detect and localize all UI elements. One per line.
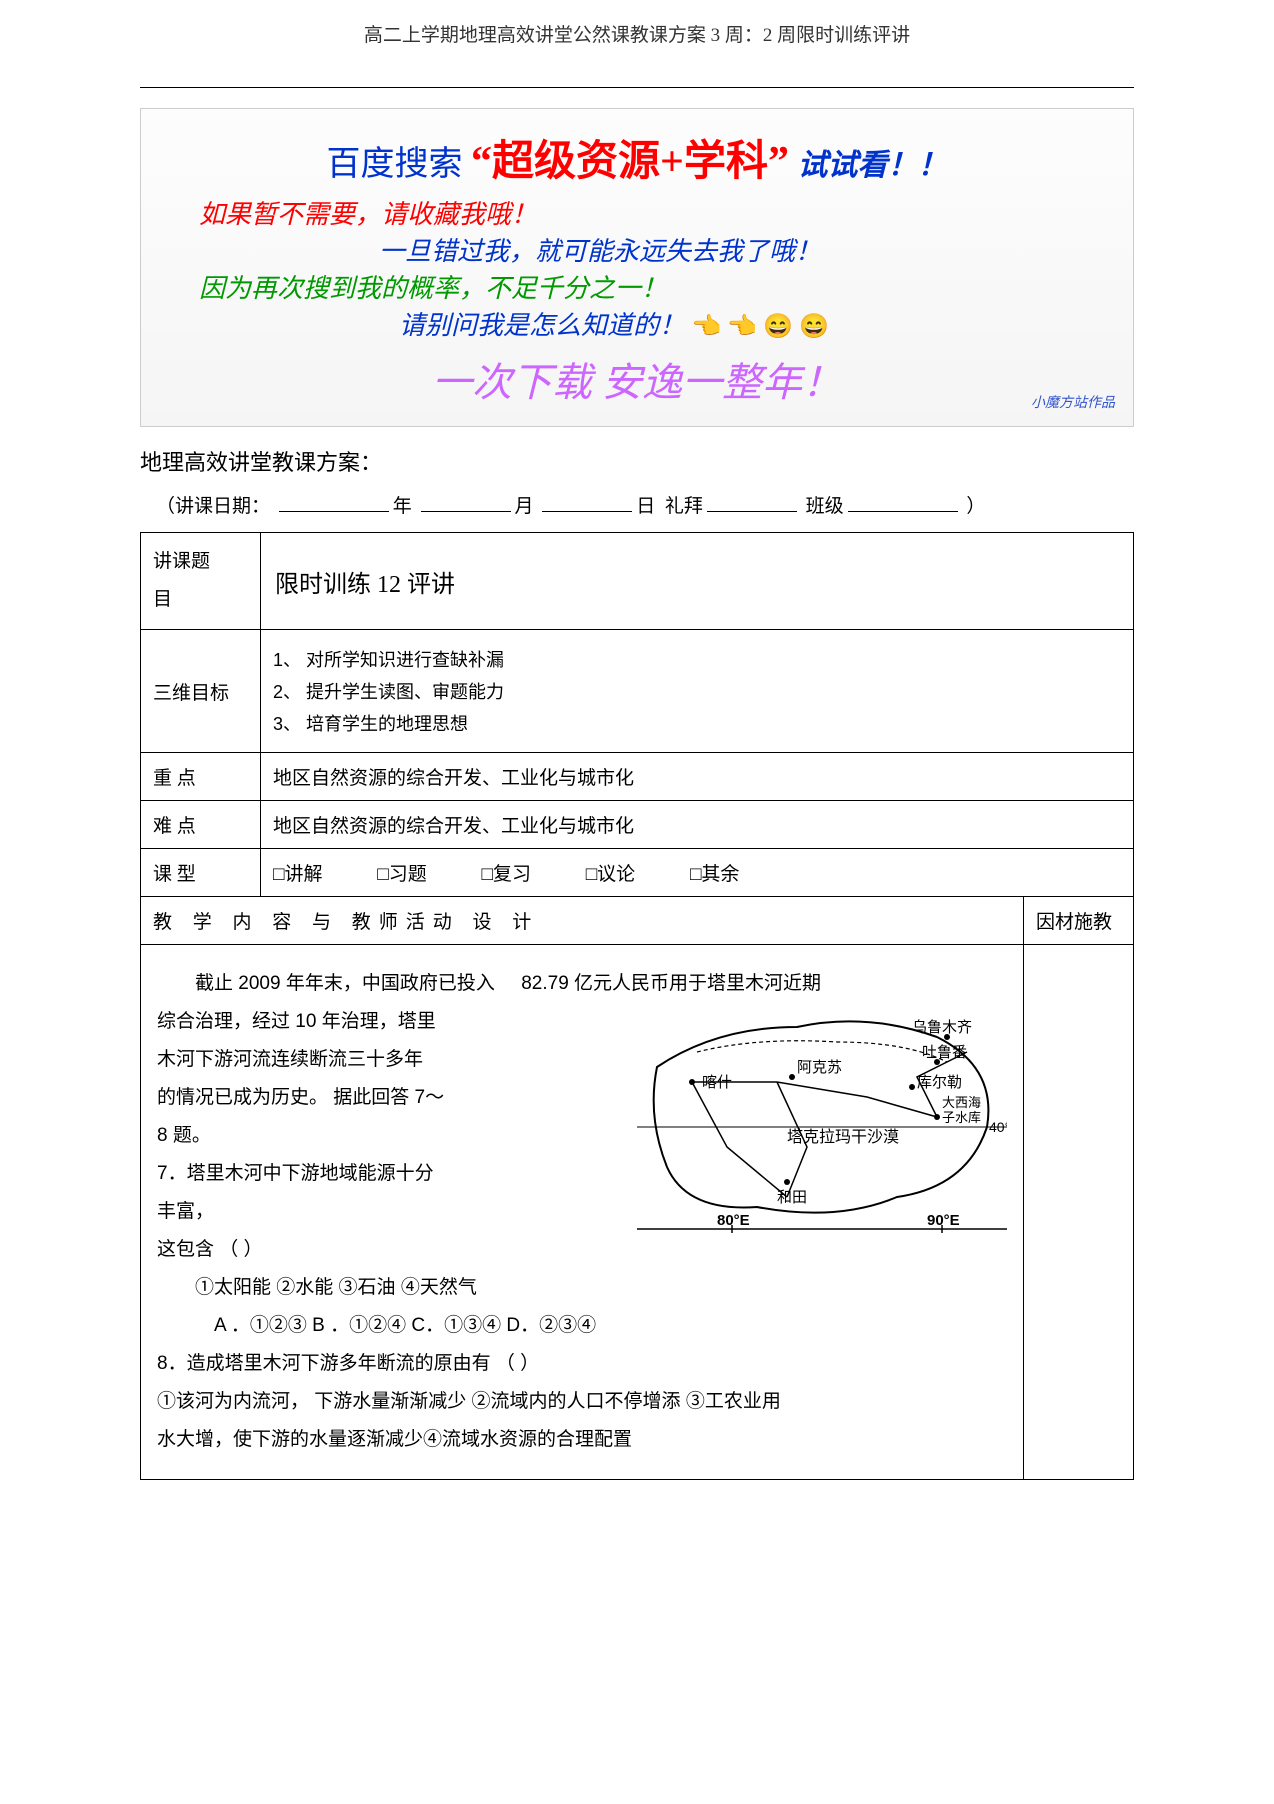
type-option[interactable]: □其余 — [690, 859, 739, 886]
label: ） — [966, 496, 985, 517]
section-title: 地理高效讲堂教课方案： — [140, 445, 1134, 477]
side-cell — [1024, 945, 1134, 1480]
diff-value: 地区自然资源的综合开发、工业化与城市化 — [261, 801, 1134, 849]
blank-week[interactable] — [707, 493, 797, 512]
lesson-plan-table: 讲课题目 限时训练 12 评讲 三维目标 1、 对所学知识进行查缺补漏 2、 提… — [140, 532, 1134, 1480]
svg-text:子水库: 子水库 — [942, 1110, 981, 1125]
goal-item: 3、 培育学生的地理思想 — [273, 710, 1121, 736]
text: 82.79 亿元人民币用于塔里木河近期 — [521, 973, 821, 994]
blank-class[interactable] — [848, 493, 958, 512]
type-label: 课 型 — [141, 849, 261, 897]
content-header: 教 学 内 容 与 教师活动 设 计 — [141, 897, 1024, 945]
svg-text:大西海: 大西海 — [942, 1095, 981, 1110]
table-row: 课 型 □讲解 □习题 □复习 □议论 □其余 — [141, 849, 1134, 897]
svg-text:吐鲁番: 吐鲁番 — [922, 1044, 967, 1061]
banner-line-1: 百度搜索 “超级资源+学科” 试试看！！ — [169, 127, 1105, 188]
table-row: 教 学 内 容 与 教师活动 设 计 因材施教 — [141, 897, 1134, 945]
blank-year[interactable] — [279, 493, 389, 512]
table-row: 讲课题目 限时训练 12 评讲 — [141, 533, 1134, 630]
type-option[interactable]: □复习 — [481, 859, 530, 886]
svg-text:40°: 40° — [989, 1119, 1007, 1135]
goal-item: 2、 提升学生读图、审题能力 — [273, 678, 1121, 704]
content-body: 截止 2009 年年末，中国政府已投入 82.79 亿元人民币用于塔里木河近期 — [141, 945, 1024, 1480]
topic-value: 限时训练 12 评讲 — [261, 533, 1134, 630]
svg-text:80°E: 80°E — [717, 1212, 750, 1229]
banner-credit: 小魔方站作品 — [1031, 392, 1115, 412]
text: 8．造成塔里木河下游多年断流的原由有 （ ） — [157, 1345, 1007, 1383]
svg-text:塔克拉玛干沙漠: 塔克拉玛干沙漠 — [787, 1128, 899, 1146]
banner-line-2: 如果暂不需要，请收藏我哦！ — [199, 194, 1105, 231]
label: 月 — [515, 496, 534, 517]
label: 年 — [393, 496, 412, 517]
blank-month[interactable] — [421, 493, 511, 512]
page-header: 高二上学期地理高效讲堂公然课教课方案 3 周：2 周限时训练评讲 — [140, 20, 1134, 47]
goals-value: 1、 对所学知识进行查缺补漏 2、 提升学生读图、审题能力 3、 培育学生的地理… — [261, 630, 1134, 753]
divider — [140, 87, 1134, 88]
map-label: 喀什 — [702, 1074, 732, 1091]
banner-line-6: 一次下载 安逸一整年！ — [169, 350, 1105, 408]
text: 水大增，使下游的水量逐渐减少④流域水资源的合理配置 — [157, 1421, 1007, 1459]
table-row: 截止 2009 年年末，中国政府已投入 82.79 亿元人民币用于塔里木河近期 — [141, 945, 1134, 1480]
banner-text: “超级资源+学科” — [471, 139, 789, 185]
map-figure: 喀什 阿克苏 乌鲁木齐 吐鲁番 库尔勒 大西海 子水库 塔克拉玛干沙漠 和田 4… — [637, 1007, 1007, 1251]
banner-text: 试试看！！ — [797, 149, 947, 182]
emoji-icon: 👈 👈 😄 😄 — [692, 314, 830, 340]
label: 礼拜 — [665, 496, 703, 517]
goals-label: 三维目标 — [141, 630, 261, 753]
svg-text:库尔勒: 库尔勒 — [917, 1074, 962, 1091]
banner-line-4: 因为再次搜到我的概率，不足千分之一！ — [199, 268, 1105, 305]
type-option[interactable]: □议论 — [586, 859, 635, 886]
text: 截止 2009 年年末，中国政府已投入 — [195, 973, 495, 994]
banner-line-3: 一旦错过我，就可能永远失去我了哦！ — [379, 231, 1105, 268]
date-line: （讲课日期： 年 月 日 礼拜 班级 ） — [156, 491, 1134, 518]
svg-text:阿克苏: 阿克苏 — [797, 1059, 842, 1076]
topic-label: 讲课题目 — [141, 533, 261, 630]
table-row: 难 点 地区自然资源的综合开发、工业化与城市化 — [141, 801, 1134, 849]
focus-value: 地区自然资源的综合开发、工业化与城市化 — [261, 753, 1134, 801]
goal-item: 1、 对所学知识进行查缺补漏 — [273, 646, 1121, 672]
table-row: 三维目标 1、 对所学知识进行查缺补漏 2、 提升学生读图、审题能力 3、 培育… — [141, 630, 1134, 753]
map-svg: 喀什 阿克苏 乌鲁木齐 吐鲁番 库尔勒 大西海 子水库 塔克拉玛干沙漠 和田 4… — [637, 1007, 1007, 1237]
label: （讲课日期： — [156, 496, 270, 517]
banner-text: 百度搜索 — [327, 146, 463, 183]
label: 班级 — [806, 496, 844, 517]
type-value: □讲解 □习题 □复习 □议论 □其余 — [261, 849, 1134, 897]
text: ①太阳能 ②水能 ③石油 ④天然气 — [157, 1269, 1007, 1307]
type-option[interactable]: □讲解 — [273, 859, 322, 886]
blank-day[interactable] — [542, 493, 632, 512]
text: ①该河为内流河， 下游水量渐渐减少 ②流域内的人口不停增添 ③工农业用 — [157, 1383, 1007, 1421]
promo-banner: 百度搜索 “超级资源+学科” 试试看！！ 如果暂不需要，请收藏我哦！ 一旦错过我… — [140, 108, 1134, 427]
type-option[interactable]: □习题 — [377, 859, 426, 886]
table-row: 重 点 地区自然资源的综合开发、工业化与城市化 — [141, 753, 1134, 801]
svg-text:乌鲁木齐: 乌鲁木齐 — [912, 1019, 972, 1036]
banner-text: 请别问我是怎么知道的！ — [399, 311, 685, 340]
text: A ．①②③ B ．①②④ C．①③④ D．②③④ — [157, 1307, 1007, 1345]
svg-text:和田: 和田 — [777, 1189, 807, 1206]
diff-label: 难 点 — [141, 801, 261, 849]
focus-label: 重 点 — [141, 753, 261, 801]
side-header: 因材施教 — [1024, 897, 1134, 945]
label: 日 — [636, 496, 655, 517]
banner-line-5: 请别问我是怎么知道的！ 👈 👈 😄 😄 — [399, 305, 1105, 342]
svg-text:90°E: 90°E — [927, 1212, 960, 1229]
